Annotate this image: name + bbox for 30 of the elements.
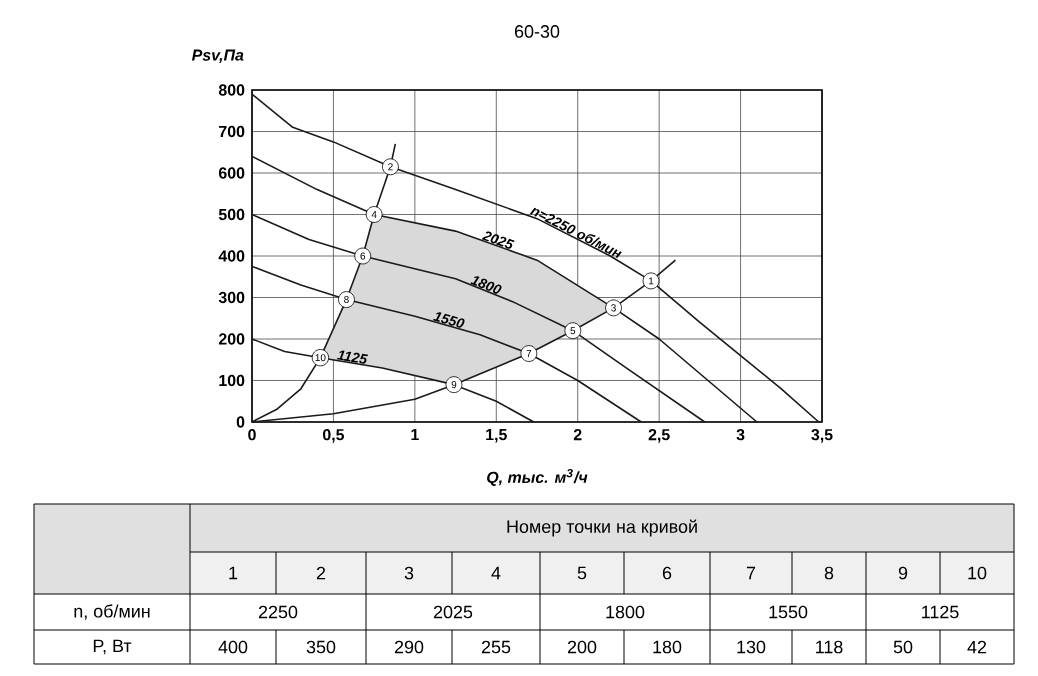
text: 42 bbox=[967, 640, 987, 654]
text: 9 bbox=[898, 566, 908, 580]
text: 255 bbox=[481, 640, 511, 654]
text: P, Вт bbox=[93, 639, 132, 655]
text: 200 bbox=[567, 640, 597, 654]
text: 1550 bbox=[769, 605, 808, 619]
text: 7 bbox=[746, 566, 756, 580]
text: n, об/мин bbox=[74, 604, 150, 620]
text: 118 bbox=[816, 640, 843, 654]
text: 1125 bbox=[922, 605, 959, 619]
text: 6 bbox=[662, 566, 672, 580]
text: 290 bbox=[394, 640, 424, 654]
point bbox=[642, 272, 660, 290]
text: 8 bbox=[824, 566, 834, 580]
text: 130 bbox=[737, 640, 766, 654]
text: 3 bbox=[404, 566, 414, 580]
text: 350 bbox=[306, 640, 336, 654]
text: 5 bbox=[577, 566, 587, 580]
text: 180 bbox=[653, 640, 682, 654]
text: 1 bbox=[229, 566, 238, 580]
text: 1800 bbox=[606, 605, 645, 619]
text: 2025 bbox=[433, 605, 473, 619]
text: 50 bbox=[893, 640, 913, 654]
line-series bbox=[251, 93, 820, 423]
text: 2250 bbox=[258, 605, 298, 619]
text: Номер точки на кривой bbox=[507, 519, 697, 537]
text: 10 bbox=[968, 566, 987, 580]
text: 4 bbox=[491, 566, 501, 580]
text: 2 bbox=[316, 566, 326, 580]
chart-title: 60-30 bbox=[514, 25, 560, 38]
